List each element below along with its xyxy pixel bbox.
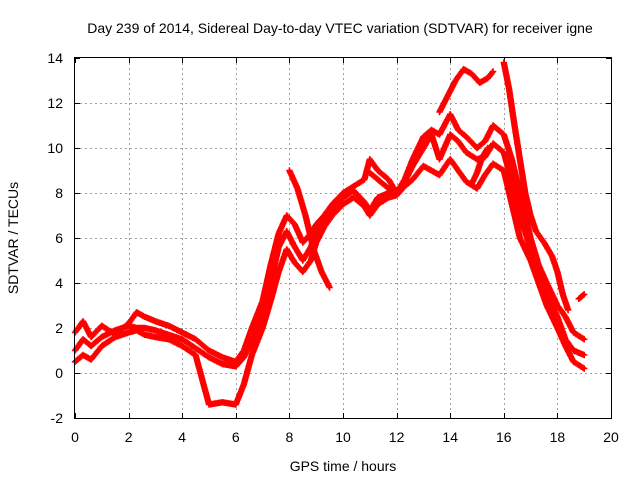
chart-title: Day 239 of 2014, Sidereal Day-to-day VTE… [87,20,593,36]
series-track-5 [366,169,398,197]
x-tick-label: 10 [335,429,351,445]
x-tick-label: 18 [550,429,566,445]
x-tick-label: 8 [286,429,294,445]
x-tick-label: 0 [71,429,79,445]
data-points [71,59,588,408]
y-tick-label: 6 [55,230,63,246]
x-tick-label: 6 [232,429,240,445]
y-tick-label: 14 [47,50,63,66]
y-axis-label: SDTVAR / TECUs [5,182,21,294]
x-tick-label: 20 [603,429,619,445]
series-track-7 [500,59,572,314]
point-markers [468,144,491,188]
y-tick-label: 4 [55,275,63,291]
y-tick-label: 2 [55,320,63,336]
x-tick-label: 16 [496,429,512,445]
x-tick-label: 2 [125,429,133,445]
x-tick-label: 4 [178,429,186,445]
x-axis-label: GPS time / hours [290,458,397,474]
y-tick-label: -2 [51,410,64,426]
series-track-4 [286,167,333,291]
y-tick-label: 0 [55,365,63,381]
point-markers [575,291,588,302]
axis-ticks: 0 2 4 6 8 10 12 14 16 18 20 -2 0 2 4 6 8 10 12 14 [47,50,619,445]
y-tick-label: 8 [55,185,63,201]
point-markers [366,169,398,197]
y-tick-label: 10 [47,140,63,156]
series-track-8 [468,144,491,188]
point-markers [436,66,497,116]
plot-frame [74,57,612,419]
point-markers [286,167,333,291]
series-track-9 [575,291,588,302]
y-tick-label: 12 [47,95,63,111]
series-track-6 [436,66,497,116]
point-markers [500,59,572,314]
x-tick-label: 12 [389,429,405,445]
x-tick-label: 14 [442,429,458,445]
